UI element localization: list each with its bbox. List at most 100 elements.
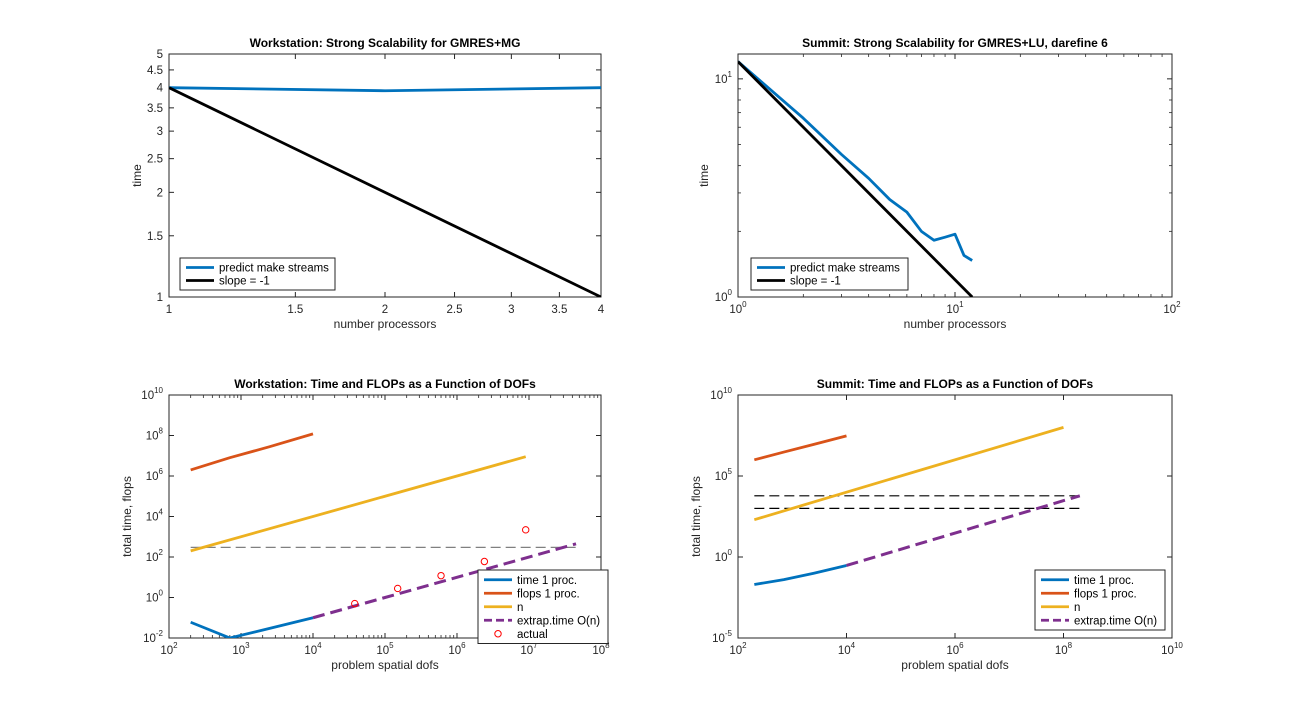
series-line-predict-make-streams	[169, 86, 601, 93]
series-line-flops-1-proc	[190, 432, 314, 472]
y-tick-label: 1.5	[147, 231, 163, 243]
x-tick-label: 101	[946, 300, 964, 316]
legend-label-n: n	[517, 602, 523, 614]
chart-3: 102 103 104 105 106 107 108 10-2 100 102 104 106 108…	[120, 377, 610, 672]
y-tick-label: 2.5	[147, 154, 163, 166]
data-point-actual	[393, 584, 402, 593]
x-tick-label: 102	[729, 641, 747, 657]
y-tick-label: 4.5	[147, 65, 163, 77]
x-tick-label: 1	[166, 304, 172, 316]
y-tick-label: 3.5	[147, 103, 163, 115]
y-tick-label: 10-5	[712, 629, 732, 645]
chart-title: Workstation: Time and FLOPs as a Functio…	[234, 377, 536, 391]
legend-label-actual: actual	[517, 629, 548, 641]
x-tick-label: 4	[598, 304, 605, 316]
x-tick-label: 106	[448, 641, 466, 657]
series-line-predict-make-streams	[738, 60, 973, 262]
x-tick-label: 108	[592, 641, 610, 657]
y-tick-label: 1	[157, 292, 163, 304]
chart-2: 100 101 102 100 101 Summit: Strong Scalabilit…	[697, 36, 1181, 331]
data-layer	[190, 432, 577, 638]
y-tick-label: 10-2	[143, 629, 163, 645]
legend-label-extrap-time-o-n: extrap.time O(n)	[1074, 615, 1157, 627]
y-tick-label: 2	[157, 187, 163, 199]
y-tick-label: 100	[715, 548, 733, 564]
y-tick-label: 102	[146, 548, 164, 564]
data-point-actual	[351, 599, 359, 608]
legend-box	[179, 257, 336, 291]
data-layer	[753, 426, 1081, 586]
x-tick-label: 104	[304, 641, 322, 657]
y-tick-label: 1010	[710, 386, 732, 402]
legend-marker-actual	[494, 630, 502, 638]
y-tick-label: 108	[146, 427, 164, 443]
x-tick-label: 1.5	[287, 304, 303, 316]
y-tick-label: 100	[715, 288, 733, 304]
y-tick-label: 4	[157, 83, 164, 95]
data-point-actual	[480, 557, 489, 566]
legend-label-time-1-proc: time 1 proc.	[1074, 575, 1134, 587]
x-axis-label: problem spatial dofs	[901, 658, 1008, 672]
series-line-flops-1-proc	[753, 434, 847, 462]
legend-box	[750, 257, 909, 291]
data-layer	[738, 60, 974, 297]
y-axis-label: time	[130, 164, 144, 187]
x-axis-label: problem spatial dofs	[331, 658, 438, 672]
y-axis-label: total time, flops	[689, 476, 703, 557]
chart-title: Summit: Time and FLOPs as a Function of …	[817, 377, 1094, 391]
chart-1: 1 1.5 2 2.5 3 3.5 4 1 1.5 2 2.5 3 3.5 4 4.5 5 Workstatio…	[130, 36, 605, 331]
x-tick-label: 106	[946, 641, 964, 657]
chart-title: Summit: Strong Scalability for GMRES+LU,…	[802, 36, 1108, 50]
series-line-n	[753, 426, 1064, 522]
y-tick-label: 106	[146, 467, 164, 483]
legend-label-slope-1: slope = -1	[219, 276, 270, 288]
series-line-time-1-proc	[190, 616, 314, 638]
legend-label-predict-make-streams: predict make streams	[790, 263, 900, 275]
y-tick-label: 5	[157, 49, 163, 61]
series-line-slope-1	[169, 86, 601, 297]
plot-area	[737, 53, 1173, 298]
legend-label-n: n	[1074, 602, 1080, 614]
y-tick-label: 101	[715, 70, 733, 86]
plot-area	[168, 53, 602, 298]
chart-title: Workstation: Strong Scalability for GMRE…	[250, 36, 521, 50]
x-tick-label: 2.5	[447, 304, 463, 316]
y-tick-label: 104	[146, 508, 164, 524]
x-tick-label: 107	[520, 641, 538, 657]
x-tick-label: 1010	[1161, 641, 1183, 657]
data-layer	[169, 86, 601, 297]
chart-4: 102 104 106 108 1010 10-5 100 105 1010 Summit: Ti…	[689, 377, 1183, 672]
x-tick-label: 3	[508, 304, 514, 316]
series-line-n	[190, 455, 527, 553]
x-tick-label: 100	[729, 300, 747, 316]
y-axis-label: time	[697, 164, 711, 187]
legend-label-slope-1: slope = -1	[790, 276, 841, 288]
x-tick-label: 108	[1055, 641, 1073, 657]
x-tick-label: 102	[160, 641, 178, 657]
y-tick-label: 1010	[141, 386, 163, 402]
y-tick-label: 3	[157, 126, 163, 138]
data-point-actual	[437, 571, 445, 580]
data-point-actual	[522, 526, 530, 534]
x-axis-label: number processors	[904, 317, 1007, 331]
legend-label-flops-1-proc: flops 1 proc.	[517, 588, 580, 600]
x-tick-label: 3.5	[551, 304, 567, 316]
series-line-time-1-proc	[754, 564, 847, 586]
x-tick-label: 2	[382, 304, 388, 316]
x-axis-label: number processors	[334, 317, 437, 331]
series-line-extrap-time-o-n	[312, 542, 577, 620]
legend-label-predict-make-streams: predict make streams	[219, 263, 329, 275]
legend-label-extrap-time-o-n: extrap.time O(n)	[517, 615, 600, 627]
series-line-slope-1	[738, 60, 974, 297]
y-tick-label: 105	[715, 467, 733, 483]
legend-label-time-1-proc: time 1 proc.	[517, 575, 577, 587]
x-tick-label: 102	[1163, 300, 1181, 316]
y-tick-label: 100	[146, 589, 164, 605]
x-tick-label: 104	[838, 641, 856, 657]
